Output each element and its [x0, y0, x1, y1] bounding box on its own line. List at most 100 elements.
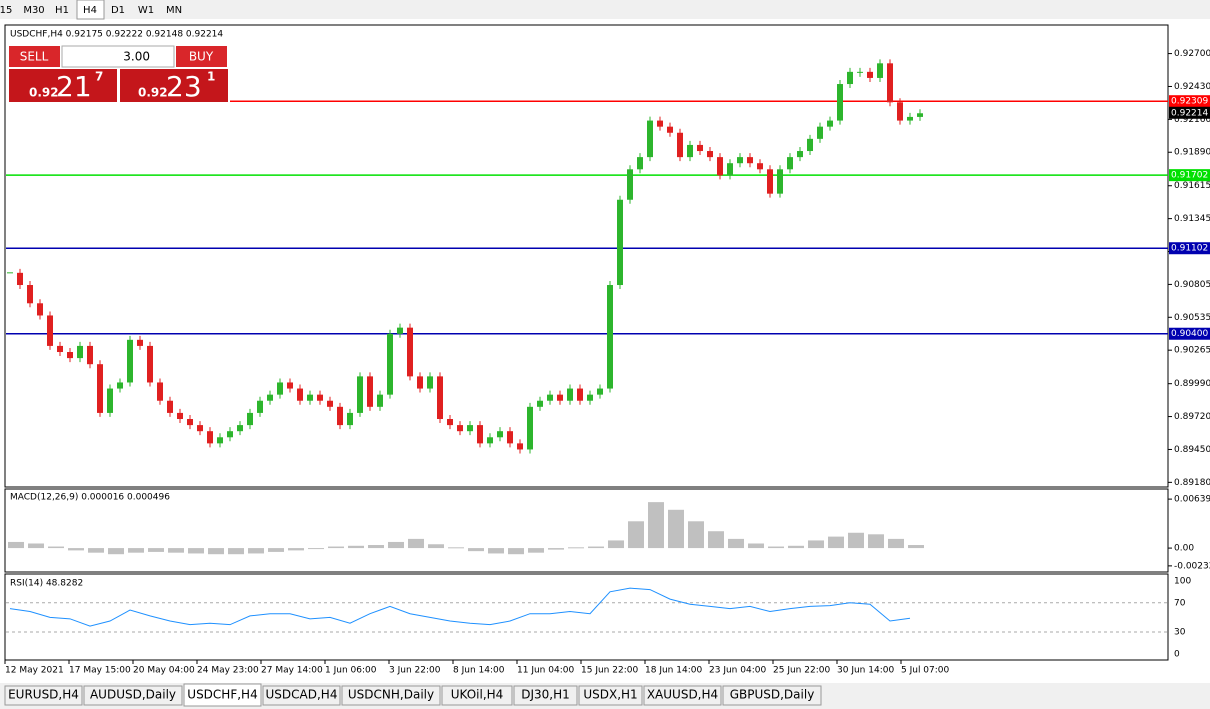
sell-button[interactable] [9, 46, 60, 67]
candle-body [457, 425, 463, 432]
rsi-title: RSI(14) 48.8282 [10, 579, 83, 589]
tab[interactable] [441, 685, 513, 706]
candle-body [17, 272, 23, 286]
timeframe-button[interactable]: D1 [111, 5, 125, 16]
macd-bar [708, 531, 724, 549]
macd-bar [408, 538, 424, 549]
x-tick-label: 24 May 23:00 [197, 666, 259, 676]
candle-body [727, 163, 733, 176]
active-timeframe [76, 0, 105, 20]
candle-body [187, 419, 193, 426]
candle-body [647, 120, 653, 158]
tab-label[interactable]: GBPUSD,Daily [730, 688, 815, 702]
candle-body [217, 437, 223, 444]
tab[interactable] [262, 685, 341, 706]
macd-bar [308, 548, 324, 550]
candle-body [267, 394, 273, 401]
y-tick-label: 0.91615 [1174, 181, 1210, 191]
tab-label[interactable]: AUDUSD,Daily [90, 688, 176, 702]
macd-bar [468, 548, 484, 552]
macd-bar [768, 546, 784, 549]
candle-body [707, 151, 713, 158]
candle-body [117, 382, 123, 389]
candle-body [487, 437, 493, 444]
tab-label[interactable]: USDCNH,Daily [348, 688, 434, 702]
tab[interactable] [83, 685, 183, 706]
macd-bar [688, 521, 704, 549]
macd-bar [448, 547, 464, 549]
lots-input[interactable] [61, 45, 175, 68]
candle-body [107, 388, 113, 413]
rsi-line [9, 587, 911, 627]
macd-bar [148, 548, 164, 552]
sell-label[interactable]: SELL [20, 50, 49, 64]
sell-price-box[interactable] [9, 69, 117, 102]
y-tick-label: 0.90805 [1174, 280, 1210, 290]
candle-body [597, 388, 603, 395]
timeframe-button[interactable]: MN [166, 5, 182, 16]
tab[interactable] [643, 685, 722, 706]
candle-body [307, 394, 313, 401]
macd-bar [168, 548, 184, 553]
tab-label[interactable]: USDX,H1 [583, 688, 637, 702]
macd-bar [108, 548, 124, 555]
tab-label[interactable]: USDCAD,H4 [266, 688, 338, 702]
macd-bar [848, 532, 864, 549]
macd-frame [4, 488, 1169, 573]
tab[interactable] [722, 685, 822, 706]
candle-body [717, 157, 723, 176]
macd-bar [648, 502, 664, 549]
tab[interactable] [578, 685, 643, 706]
tab-label[interactable]: USDCHF,H4 [187, 688, 257, 702]
macd-bar [748, 543, 764, 549]
candle-body [687, 144, 693, 158]
buy-button[interactable] [176, 46, 227, 67]
candle-body [197, 425, 203, 432]
macd-bar [208, 548, 224, 555]
candle-body [427, 376, 433, 389]
y-tick-label: 0.92430 [1174, 82, 1210, 92]
y-tick-label: 0.92160 [1174, 115, 1210, 125]
candle-body [747, 157, 753, 164]
candle-body [777, 169, 783, 194]
timeframe-button[interactable]: M30 [23, 5, 44, 16]
macd-bar [28, 543, 44, 549]
x-tick-label: 25 Jun 22:00 [773, 666, 830, 676]
candle-body [507, 431, 513, 444]
candle-body [837, 84, 843, 121]
macd-bar [388, 541, 404, 549]
macd-bar [328, 546, 344, 549]
candle-body [547, 394, 553, 401]
tab[interactable] [4, 685, 83, 706]
candle-body [517, 443, 523, 450]
tab[interactable] [513, 685, 578, 706]
candle-body [167, 400, 173, 413]
macd-bar [88, 548, 104, 553]
tab[interactable] [183, 683, 262, 707]
candle-body [477, 425, 483, 444]
candle-body [797, 151, 803, 158]
timeframe-button[interactable]: W1 [138, 5, 154, 16]
timeframe-button[interactable]: H1 [55, 5, 69, 16]
timeframe-button[interactable]: 15 [0, 5, 12, 16]
tab-label[interactable]: EURUSD,H4 [8, 688, 79, 702]
tab-label[interactable]: DJ30,H1 [521, 688, 570, 702]
macd-bar [228, 548, 244, 555]
buy-price-box[interactable] [120, 69, 228, 102]
candle-body [47, 315, 53, 346]
symbol-info: USDCHF,H4 0.92175 0.92222 0.92148 0.9221… [10, 30, 223, 40]
y-tick-label: 0.90535 [1174, 313, 1210, 323]
tab[interactable] [341, 685, 441, 706]
macd-bar [728, 538, 744, 549]
candle-body [467, 425, 473, 432]
level-label-bg [1169, 242, 1210, 255]
candle-body [767, 169, 773, 194]
timeframe-button[interactable]: H4 [83, 5, 97, 16]
level-label: 0.91702 [1171, 171, 1208, 181]
tab-label[interactable]: XAUUSD,H4 [647, 688, 718, 702]
tab-label[interactable]: UKOil,H4 [451, 688, 504, 702]
candle-body [577, 388, 583, 401]
candle-body [87, 345, 93, 365]
candle-body [237, 425, 243, 432]
